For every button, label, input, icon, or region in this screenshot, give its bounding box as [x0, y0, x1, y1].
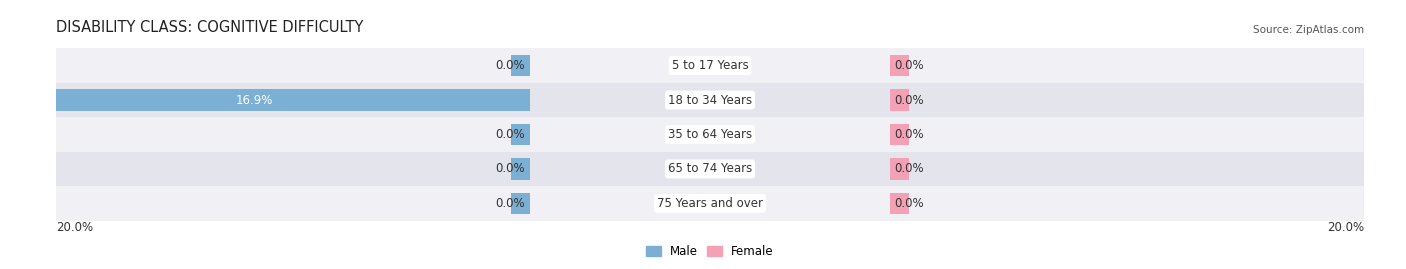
Text: 0.0%: 0.0%: [496, 162, 526, 175]
Text: 0.0%: 0.0%: [894, 128, 924, 141]
Legend: Male, Female: Male, Female: [641, 240, 779, 263]
Text: 0.0%: 0.0%: [496, 197, 526, 210]
Bar: [56, 83, 1364, 117]
Text: 0.0%: 0.0%: [894, 94, 924, 107]
Bar: [890, 158, 910, 180]
Bar: [510, 193, 530, 214]
Bar: [890, 193, 910, 214]
Bar: [510, 124, 530, 145]
Text: 16.9%: 16.9%: [235, 94, 273, 107]
Text: 5 to 17 Years: 5 to 17 Years: [672, 59, 748, 72]
Bar: [890, 55, 910, 76]
Bar: [890, 89, 910, 111]
Bar: [56, 152, 1364, 186]
Text: 0.0%: 0.0%: [894, 162, 924, 175]
Text: 65 to 74 Years: 65 to 74 Years: [668, 162, 752, 175]
Text: Source: ZipAtlas.com: Source: ZipAtlas.com: [1253, 25, 1364, 35]
Text: 0.0%: 0.0%: [894, 59, 924, 72]
Text: 0.0%: 0.0%: [496, 59, 526, 72]
Text: 35 to 64 Years: 35 to 64 Years: [668, 128, 752, 141]
Text: 75 Years and over: 75 Years and over: [657, 197, 763, 210]
Text: DISABILITY CLASS: COGNITIVE DIFFICULTY: DISABILITY CLASS: COGNITIVE DIFFICULTY: [56, 20, 364, 35]
Text: 0.0%: 0.0%: [496, 128, 526, 141]
Bar: [56, 48, 1364, 83]
Bar: [0, 89, 530, 111]
Bar: [56, 186, 1364, 221]
Bar: [890, 124, 910, 145]
Text: 0.0%: 0.0%: [894, 197, 924, 210]
Bar: [510, 55, 530, 76]
Text: 18 to 34 Years: 18 to 34 Years: [668, 94, 752, 107]
Text: 20.0%: 20.0%: [56, 221, 93, 233]
Bar: [510, 158, 530, 180]
Bar: [56, 117, 1364, 152]
Text: 20.0%: 20.0%: [1327, 221, 1364, 233]
